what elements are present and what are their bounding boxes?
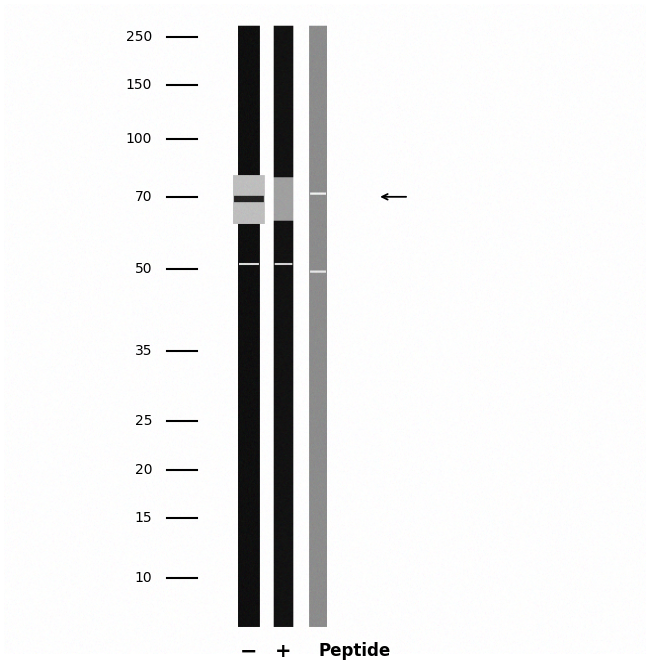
Text: Peptide: Peptide — [318, 643, 391, 661]
Text: 20: 20 — [135, 463, 152, 477]
Text: 15: 15 — [135, 511, 152, 525]
Text: 35: 35 — [135, 344, 152, 358]
Text: 25: 25 — [135, 414, 152, 428]
Text: 250: 250 — [126, 29, 152, 44]
Text: +: + — [276, 642, 292, 661]
Text: −: − — [240, 641, 258, 661]
Text: 10: 10 — [135, 571, 152, 585]
Text: 50: 50 — [135, 262, 152, 276]
Text: 150: 150 — [126, 79, 152, 93]
Text: 100: 100 — [126, 133, 152, 147]
Text: 70: 70 — [135, 190, 152, 204]
